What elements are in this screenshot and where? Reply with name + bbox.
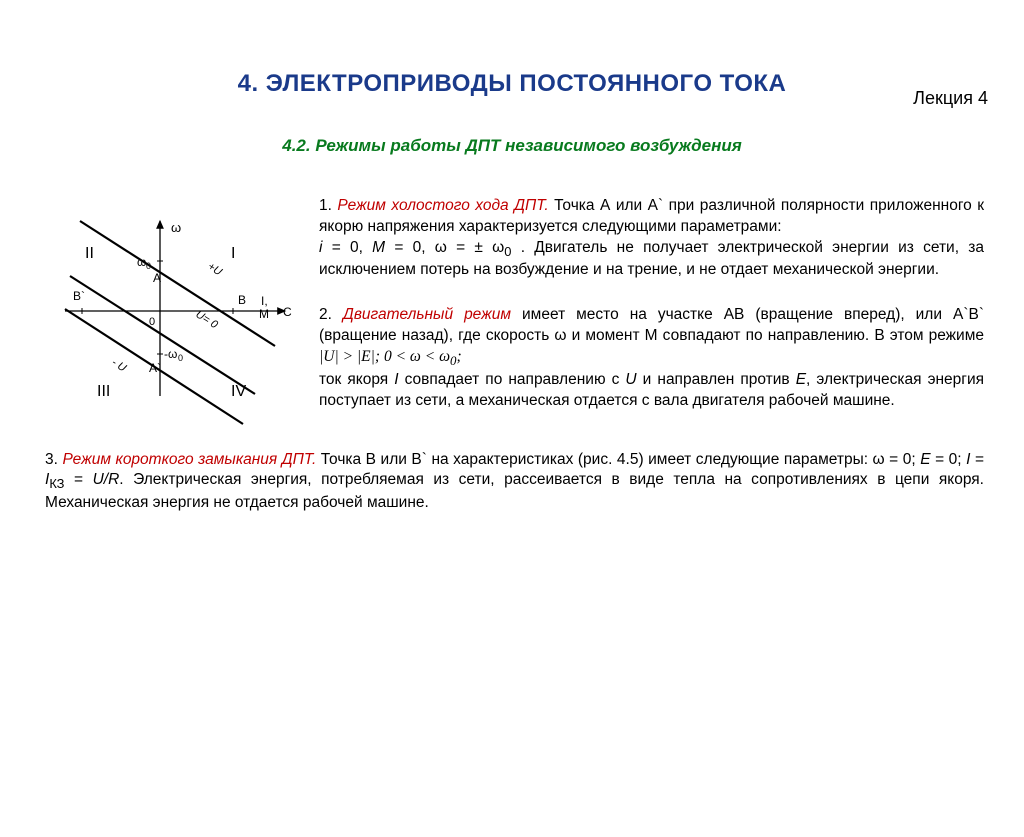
- p2-formula-end: ;: [456, 348, 461, 365]
- svg-text:C: C: [283, 305, 292, 319]
- text-column: 1. Режим холостого хода ДПТ. Точка А или…: [319, 196, 984, 436]
- svg-text:-ω: -ω: [164, 347, 177, 361]
- p2-U: U: [625, 371, 636, 388]
- p1-M: M: [372, 239, 385, 256]
- svg-text:IV: IV: [231, 383, 246, 400]
- page-title: 4. ЭЛЕКТРОПРИВОДЫ ПОСТОЯННОГО ТОКА: [0, 70, 1024, 98]
- section-subtitle: 4.2. Режимы работы ДПТ независимого возб…: [0, 136, 1024, 156]
- p2-formula-main: |U| > |E|; 0 < ω < ω: [319, 348, 450, 365]
- p2-lead: 2.: [319, 306, 343, 323]
- p1-t2b: = 0,: [322, 239, 372, 256]
- paragraph-3: 3. Режим короткого замыкания ДПТ. Точка …: [0, 450, 1024, 514]
- p2-t2e: и направлен против: [637, 371, 796, 388]
- p2-t2a: ток якоря: [319, 371, 394, 388]
- svg-text:M: M: [259, 307, 269, 321]
- paragraph-1: 1. Режим холостого хода ДПТ. Точка А или…: [319, 196, 984, 281]
- p2-mode: Двигательный режим: [343, 306, 511, 323]
- svg-text:A: A: [153, 271, 161, 285]
- svg-text:+U: +U: [205, 260, 224, 278]
- characteristic-diagram: +UU= 0- Uωω0-ω0AA`BB`0CI,MIIIIIIIV: [45, 196, 295, 426]
- svg-text:A`: A`: [149, 361, 161, 375]
- p2-E: E: [796, 371, 806, 388]
- diagram-column: +UU= 0- Uωω0-ω0AA`BB`0CI,MIIIIIIIV: [45, 196, 295, 431]
- p3-lead: 3.: [45, 451, 62, 468]
- svg-text:II: II: [85, 245, 94, 262]
- lecture-number: Лекция 4: [913, 88, 988, 109]
- svg-text:0: 0: [149, 316, 155, 328]
- p3-t2d: =: [970, 451, 984, 468]
- svg-text:I: I: [231, 245, 235, 262]
- content-row: +UU= 0- Uωω0-ω0AA`BB`0CI,MIIIIIIIV 1. Ре…: [0, 196, 1024, 436]
- p3-mode: Режим короткого замыкания ДПТ.: [62, 451, 316, 468]
- svg-text:0: 0: [178, 353, 183, 363]
- svg-text:ω: ω: [171, 220, 181, 235]
- p3-t1: Точка В или В` на характеристиках (рис. …: [316, 451, 920, 468]
- p2-formula: |U| > |E|; 0 < ω < ω0;: [319, 348, 462, 365]
- p3-E: E: [920, 451, 930, 468]
- p3-t2g: =: [64, 471, 92, 488]
- p3-t2b: = 0;: [931, 451, 967, 468]
- svg-text:0: 0: [146, 261, 151, 271]
- p3-UR: U/R: [93, 471, 120, 488]
- svg-text:U= 0: U= 0: [193, 308, 220, 331]
- svg-text:B: B: [238, 293, 246, 307]
- p1-t2d: = 0, ω = ± ω: [385, 239, 504, 256]
- svg-text:III: III: [97, 383, 110, 400]
- paragraph-2: 2. Двигательный режим имеет место на уча…: [319, 305, 984, 411]
- p1-mode: Режим холостого хода ДПТ.: [337, 197, 548, 214]
- svg-text:I,: I,: [261, 294, 268, 308]
- p2-t2c: совпадает по направлению с: [399, 371, 626, 388]
- p3-kz: КЗ: [49, 477, 64, 492]
- p3-t2i: . Электрическая энергия, потребляемая из…: [45, 471, 984, 511]
- p1-lead: 1.: [319, 197, 337, 214]
- svg-text:- U: - U: [109, 356, 128, 374]
- svg-text:ω: ω: [137, 255, 146, 269]
- svg-text:B`: B`: [73, 289, 85, 303]
